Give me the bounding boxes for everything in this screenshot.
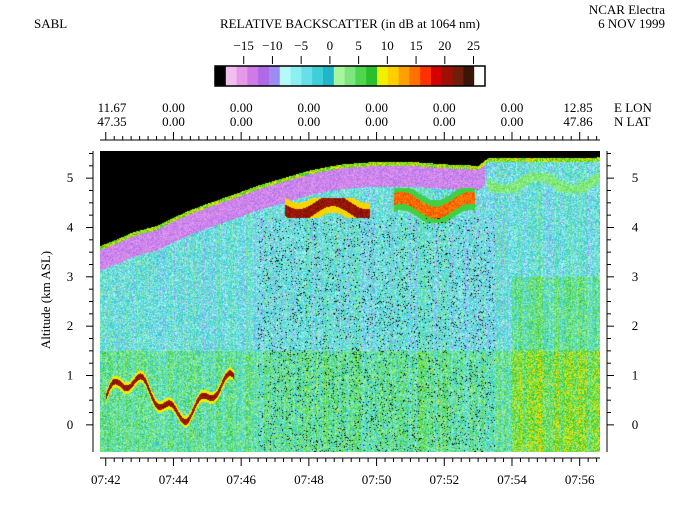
lat-value: 0.00 bbox=[365, 114, 388, 129]
colorbar-swatch bbox=[441, 66, 454, 86]
y-tick-label-left: 0 bbox=[67, 417, 74, 432]
colorbar-swatch bbox=[333, 66, 346, 86]
colorbar-swatch bbox=[312, 66, 324, 86]
x-tick-label: 07:42 bbox=[91, 472, 121, 487]
colorbar-swatch bbox=[355, 66, 367, 86]
lon-axis-label: E LON bbox=[614, 100, 653, 115]
y-tick-label-left: 1 bbox=[67, 368, 74, 383]
y-tick-label-left: 3 bbox=[67, 269, 74, 284]
colorbar-tick-label: 0 bbox=[327, 38, 334, 53]
lat-value: 47.35 bbox=[97, 114, 126, 129]
colorbar-swatch bbox=[452, 66, 464, 86]
colorbar-swatch bbox=[344, 66, 356, 86]
aircraft-label: NCAR Electra bbox=[589, 2, 665, 17]
lat-value: 0.00 bbox=[162, 114, 185, 129]
y-tick-label-left: 5 bbox=[67, 170, 74, 185]
colorbar-tick-label: 20 bbox=[438, 38, 451, 53]
plot-axes: 0 0 1 1 2 2 3 3 4 4 5 5 07:42 07:44 07:46 07:48 07:50 07:… bbox=[67, 132, 639, 487]
x-tick-label: 07:50 bbox=[362, 472, 392, 487]
colorbar-swatch bbox=[247, 66, 259, 86]
y-tick-label-left: 2 bbox=[67, 318, 74, 333]
y-tick-label-right: 4 bbox=[632, 220, 639, 235]
colorbar-swatch bbox=[301, 66, 313, 86]
y-axis-label: Altitude (km ASL) bbox=[38, 251, 53, 349]
colorbar-swatch bbox=[269, 66, 281, 86]
colorbar-swatch bbox=[258, 66, 270, 86]
colorbar-tick-label: 15 bbox=[410, 38, 423, 53]
coordinate-labels: 11.6747.350.000.000.000.000.000.000.000.… bbox=[97, 100, 593, 129]
x-tick-label: 07:56 bbox=[565, 472, 595, 487]
y-tick-label-left: 4 bbox=[67, 220, 74, 235]
chart-title: RELATIVE BACKSCATTER (in dB at 1064 nm) bbox=[220, 16, 480, 31]
x-tick-label: 07:52 bbox=[429, 472, 459, 487]
lat-axis-label: N LAT bbox=[614, 114, 651, 129]
lat-value: 0.00 bbox=[298, 114, 321, 129]
lon-value: 0.00 bbox=[433, 100, 456, 115]
lat-value: 0.00 bbox=[433, 114, 456, 129]
date-label: 6 NOV 1999 bbox=[598, 16, 665, 31]
backscatter-image bbox=[100, 151, 600, 452]
y-tick-label-right: 0 bbox=[632, 417, 639, 432]
x-tick-label: 07:46 bbox=[226, 472, 256, 487]
colorbar-tick-label: −5 bbox=[294, 38, 308, 53]
backscatter-raster bbox=[100, 151, 600, 452]
colorbar-swatch bbox=[290, 66, 302, 86]
colorbar-tick-label: 25 bbox=[467, 38, 480, 53]
colorbar-swatch bbox=[225, 66, 238, 86]
lon-value: 0.00 bbox=[298, 100, 321, 115]
y-tick-label-right: 5 bbox=[632, 170, 639, 185]
colorbar-frame bbox=[214, 65, 486, 87]
colorbar-swatch bbox=[323, 66, 335, 86]
colorbar-swatch bbox=[236, 66, 248, 86]
y-tick-label-right: 3 bbox=[632, 269, 639, 284]
instrument-label: SABL bbox=[34, 16, 67, 31]
lon-value: 11.67 bbox=[98, 100, 127, 115]
colorbar-tick-label: 10 bbox=[381, 38, 394, 53]
x-tick-label: 07:44 bbox=[159, 472, 189, 487]
colorbar bbox=[214, 65, 486, 87]
colorbar-tick-label: −10 bbox=[262, 38, 282, 53]
colorbar-tick-label: 5 bbox=[355, 38, 362, 53]
colorbar-swatch bbox=[474, 66, 486, 86]
colorbar-swatch bbox=[387, 66, 400, 86]
lat-value: 0.00 bbox=[501, 114, 524, 129]
colorbar-swatch bbox=[215, 66, 227, 86]
y-tick-label-right: 1 bbox=[632, 368, 639, 383]
y-tick-label-right: 2 bbox=[632, 318, 639, 333]
colorbar-swatch bbox=[431, 66, 443, 86]
colorbar-swatch bbox=[420, 66, 432, 86]
colorbar-swatch bbox=[366, 66, 378, 86]
lon-value: 12.85 bbox=[563, 100, 592, 115]
lon-value: 0.00 bbox=[365, 100, 388, 115]
x-tick-label: 07:48 bbox=[294, 472, 324, 487]
colorbar-swatch bbox=[398, 66, 410, 86]
colorbar-swatch bbox=[463, 66, 475, 86]
x-tick-label: 07:54 bbox=[497, 472, 527, 487]
colorbar-swatch bbox=[409, 66, 421, 86]
lon-value: 0.00 bbox=[230, 100, 253, 115]
lat-value: 47.86 bbox=[563, 114, 593, 129]
colorbar-swatch bbox=[279, 66, 292, 86]
lon-value: 0.00 bbox=[501, 100, 524, 115]
lat-value: 0.00 bbox=[230, 114, 253, 129]
colorbar-swatch bbox=[377, 66, 389, 86]
colorbar-tick-labels: −15 −10 −5 0 5 10 15 20 25 bbox=[234, 38, 480, 64]
colorbar-tick-label: −15 bbox=[234, 38, 254, 53]
lon-value: 0.00 bbox=[162, 100, 185, 115]
